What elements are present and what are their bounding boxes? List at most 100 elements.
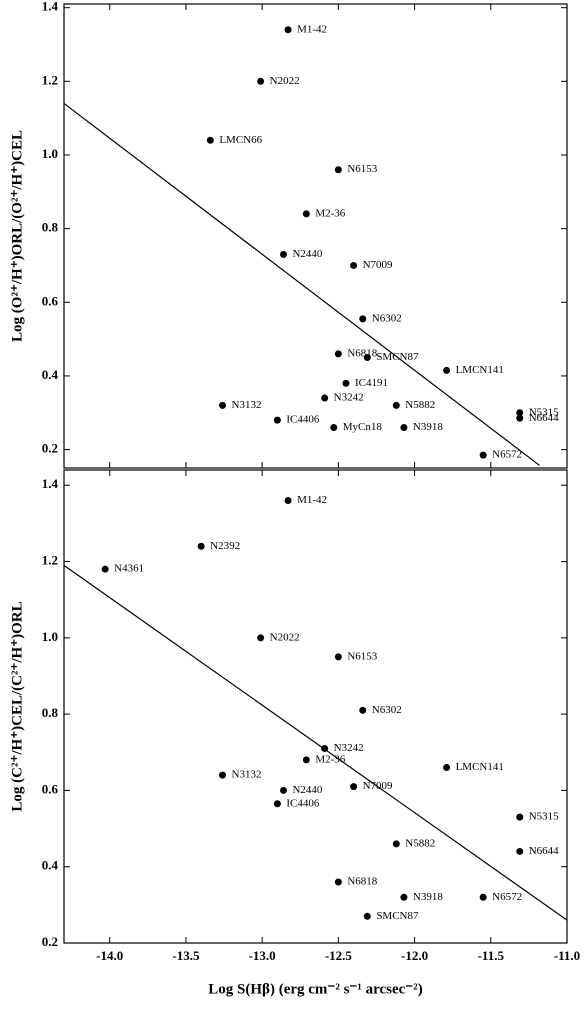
point-label: N3132 (232, 769, 262, 781)
data-point (479, 893, 487, 901)
point-label: N6572 (492, 449, 522, 461)
data-point (273, 800, 281, 808)
data-point (342, 379, 350, 387)
x-tick-label: -13.0 (249, 948, 276, 963)
data-point (516, 813, 524, 821)
x-tick-label: -12.5 (325, 948, 353, 963)
data-point (257, 634, 265, 642)
plot-frame (63, 469, 568, 944)
data-point (330, 423, 338, 431)
point-label: N5882 (405, 399, 435, 411)
data-point (279, 250, 287, 258)
data-point (321, 744, 329, 752)
point-label: N7009 (363, 780, 393, 792)
point-label: N2022 (270, 631, 300, 643)
data-point (516, 414, 524, 422)
data-point (321, 394, 329, 402)
point-label: M2-36 (315, 207, 345, 219)
data-point (479, 451, 487, 459)
data-point (363, 912, 371, 920)
fit-line (64, 564, 567, 921)
point-label: M2-36 (315, 753, 345, 765)
data-point (101, 565, 109, 573)
data-point (284, 26, 292, 34)
data-point (206, 136, 214, 144)
point-label: N3918 (413, 891, 443, 903)
point-label: IC4406 (286, 797, 320, 809)
point-label: N7009 (363, 259, 393, 271)
point-label: LMCN66 (219, 134, 262, 146)
point-label: N6818 (347, 875, 377, 887)
point-label: N2022 (270, 75, 300, 87)
point-label: IC4191 (355, 377, 388, 389)
data-point (359, 315, 367, 323)
y-tick-label: 1.2 (42, 72, 58, 87)
point-label: N5315 (529, 811, 559, 823)
x-tick-label: -11.0 (554, 948, 580, 963)
point-label: N6644 (529, 845, 559, 857)
data-point (350, 783, 358, 791)
data-point (400, 423, 408, 431)
data-point (279, 786, 287, 794)
x-tick-label: -11.5 (478, 948, 505, 963)
point-label: N4361 (114, 563, 144, 575)
point-label: SMCN87 (376, 910, 419, 922)
point-label: LMCN141 (456, 364, 504, 376)
point-label: N6153 (347, 650, 377, 662)
point-label: N3242 (334, 742, 364, 754)
data-point (197, 542, 205, 550)
point-label: N5882 (405, 837, 435, 849)
y-tick-label: 0.2 (42, 441, 58, 456)
y-tick-label: 1.0 (42, 629, 58, 644)
y-tick-label: 1.4 (42, 476, 59, 491)
y-tick-label: 0.6 (42, 293, 59, 308)
point-label: N2440 (292, 784, 322, 796)
x-tick-label: -14.0 (96, 948, 123, 963)
data-point (516, 847, 524, 855)
y-tick-label: 0.2 (42, 934, 58, 949)
x-tick-label: -12.0 (401, 948, 428, 963)
point-label: MyCn18 (343, 421, 383, 433)
data-point (334, 350, 342, 358)
data-point (302, 756, 310, 764)
y-tick-label: 1.2 (42, 553, 58, 568)
y-tick-label: 0.8 (42, 705, 59, 720)
point-label: N5315 (529, 406, 559, 418)
data-point (516, 409, 524, 417)
point-label: N3242 (334, 392, 364, 404)
point-label: M1-42 (297, 494, 327, 506)
point-label: N2440 (292, 248, 322, 260)
data-point (334, 653, 342, 661)
point-label: LMCN141 (456, 761, 504, 773)
data-point (392, 840, 400, 848)
y-tick-label: 1.4 (42, 0, 59, 14)
data-point (273, 416, 281, 424)
point-label: N6302 (372, 704, 402, 716)
y-tick-label: 0.8 (42, 220, 59, 235)
y-tick-label: 1.0 (42, 146, 58, 161)
plot-frame (63, 3, 568, 469)
point-label: N6302 (372, 312, 402, 324)
data-point (219, 401, 227, 409)
point-label: N6644 (529, 412, 559, 424)
y-axis-label: Log (C²⁺/H⁺)CEL/(C²⁺/H⁺)ORL (9, 601, 25, 811)
data-point (443, 764, 451, 772)
data-point (302, 210, 310, 218)
data-point (392, 401, 400, 409)
data-point (350, 261, 358, 269)
point-label: M1-42 (297, 23, 327, 35)
data-point (359, 706, 367, 714)
point-label: N3132 (232, 399, 262, 411)
fit-line (64, 102, 540, 466)
x-tick-label: -13.5 (172, 948, 200, 963)
y-tick-label: 0.4 (42, 367, 59, 382)
data-point (334, 166, 342, 174)
data-point (400, 893, 408, 901)
data-point (363, 354, 371, 362)
data-point (257, 77, 265, 85)
x-axis-label: Log S(Hβ) (erg cm⁻² s⁻¹ arcsec⁻²) (208, 981, 422, 997)
y-tick-label: 0.6 (42, 781, 59, 796)
point-label: N6818 (347, 347, 377, 359)
point-label: N3918 (413, 421, 443, 433)
